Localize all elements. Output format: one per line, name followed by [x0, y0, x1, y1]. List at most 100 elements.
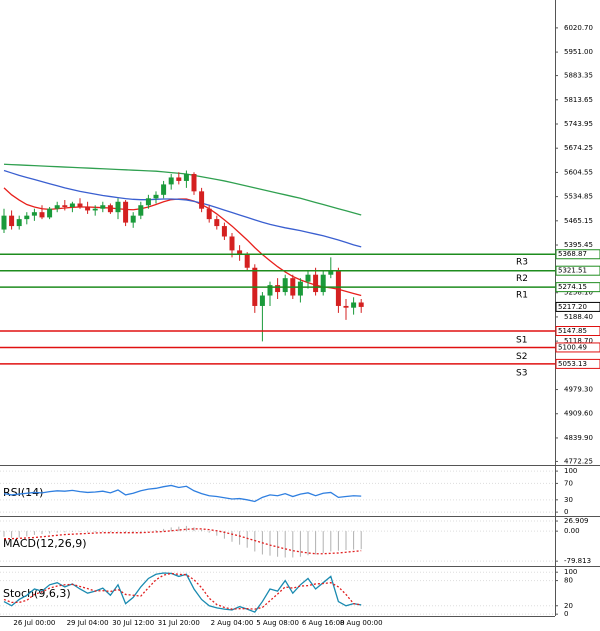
level-name: R1: [516, 291, 528, 301]
candle-body: [54, 205, 60, 209]
moving-average: [3, 187, 362, 297]
candle-body: [161, 184, 167, 195]
candle-body: [92, 208, 98, 211]
candle-body: [328, 271, 334, 275]
candle-body: [267, 285, 273, 296]
level-value: 5053.13: [558, 360, 587, 368]
y-tick-label: 5743.95: [564, 120, 593, 128]
moving-average: [3, 163, 362, 216]
candle-body: [199, 191, 205, 209]
y-tick-label: 5188.40: [564, 313, 593, 321]
level-value: 5147.85: [558, 327, 587, 335]
x-tick-label: 31 Jul 20:00: [158, 619, 200, 627]
y-tick-label: 5258.10: [564, 289, 593, 297]
level-tag: [555, 249, 600, 260]
y-tick-label: 5465.15: [564, 217, 593, 225]
y-tick-label: 26.909: [564, 517, 589, 525]
candle-body: [138, 205, 144, 216]
y-tick-label: 5813.65: [564, 96, 593, 104]
candle-body: [85, 206, 91, 211]
candle-body: [297, 281, 303, 296]
level-tag: [555, 265, 600, 276]
candle-body: [69, 203, 75, 207]
level-name: R2: [516, 274, 528, 284]
candle-body: [305, 274, 311, 282]
rsi-line: [3, 484, 362, 503]
y-tick-label: 100: [564, 568, 577, 576]
x-tick-label: 6 Aug 16:00: [302, 619, 345, 627]
y-tick-label: 6020.70: [564, 24, 593, 32]
level-tag: [555, 326, 600, 337]
y-tick-label: 4772.25: [564, 457, 593, 465]
candle-body: [244, 253, 250, 268]
y-tick-label: 4979.30: [564, 386, 593, 394]
level-name: S3: [516, 368, 527, 378]
candle-body: [351, 302, 357, 308]
candle-body: [168, 177, 174, 185]
moving-average: [3, 169, 362, 248]
level-tag: [555, 358, 600, 369]
candle-body: [123, 201, 129, 223]
candle-body: [31, 212, 37, 216]
level-name: S2: [516, 352, 527, 362]
stoch-line: [3, 572, 362, 613]
x-tick-label: 8 Aug 00:00: [340, 619, 383, 627]
candle-body: [1, 215, 7, 230]
x-tick-label: 5 Aug 08:00: [256, 619, 299, 627]
level-tag: [555, 282, 600, 293]
candle-body: [115, 201, 121, 213]
candle-body: [16, 219, 22, 227]
candle-body: [313, 274, 319, 293]
x-tick-label: 26 Jul 00:00: [13, 619, 55, 627]
y-tick-label: 70: [564, 479, 573, 487]
price-tag: [555, 301, 600, 312]
candle-body: [335, 271, 341, 306]
candle-body: [77, 203, 83, 207]
candle-body: [107, 205, 113, 213]
signal-line: [4, 528, 362, 555]
stoch-line: [3, 572, 362, 610]
indicator-title: Stoch(9,6,3): [3, 587, 71, 600]
y-tick-label: 5395.45: [564, 241, 593, 249]
candle-body: [320, 274, 326, 293]
y-tick-label: 100: [564, 467, 577, 475]
y-tick-label: 0: [564, 508, 568, 516]
candle-body: [62, 205, 68, 207]
level-value: 5321.51: [558, 267, 587, 275]
y-tick-label: 5674.25: [564, 144, 593, 152]
candle-body: [282, 278, 288, 293]
y-tick-label: 5118.70: [564, 337, 593, 345]
y-tick-label: -79.813: [564, 557, 591, 565]
y-tick-label: 4909.60: [564, 410, 593, 418]
level-value: 5368.87: [558, 250, 587, 258]
candle-body: [237, 250, 243, 254]
y-tick-label: 0.00: [564, 527, 580, 535]
level-name: S1: [516, 336, 527, 346]
candle-body: [39, 212, 45, 218]
candle-body: [153, 194, 159, 199]
candle-body: [191, 173, 197, 192]
indicator-title: RSI(14): [3, 486, 43, 499]
candle-body: [221, 226, 227, 237]
level-value: 5100.49: [558, 343, 587, 351]
candle-body: [183, 173, 189, 181]
y-tick-label: 5951.00: [564, 48, 593, 56]
x-tick-label: 30 Jul 12:00: [112, 619, 154, 627]
candle-body: [259, 295, 265, 306]
y-tick-label: 0: [564, 610, 568, 618]
candle-body: [24, 215, 30, 220]
price-value: 5217.20: [558, 303, 587, 311]
y-tick-label: 30: [564, 496, 573, 504]
y-tick-label: 20: [564, 602, 573, 610]
candle-body: [130, 215, 136, 223]
y-tick-label: 80: [564, 577, 573, 585]
candle-body: [214, 219, 220, 227]
x-tick-label: 29 Jul 04:00: [67, 619, 109, 627]
candle-body: [358, 302, 364, 307]
level-tag: [555, 342, 600, 353]
candle-body: [145, 198, 151, 206]
x-tick-label: 2 Aug 04:00: [211, 619, 254, 627]
level-value: 5274.15: [558, 283, 587, 291]
candle-body: [343, 305, 349, 308]
